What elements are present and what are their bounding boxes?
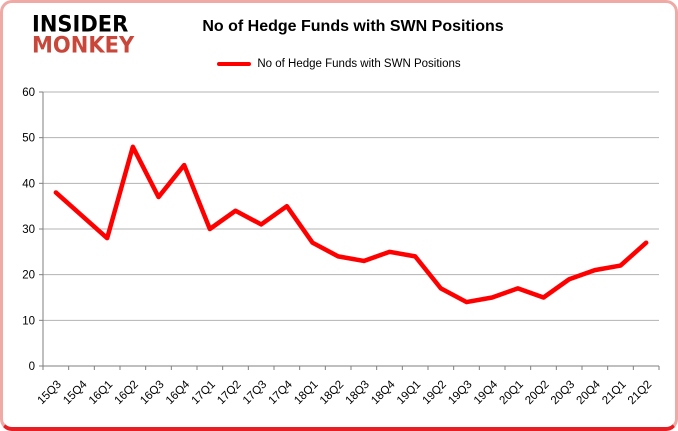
series-line <box>53 144 649 305</box>
x-tick-label: 15Q3 <box>36 379 64 407</box>
y-tick-label: 60 <box>22 87 35 99</box>
x-tick-label: 19Q4 <box>472 378 501 407</box>
y-tick-label: 40 <box>22 178 35 190</box>
chart-title: No of Hedge Funds with SWN Positions <box>202 18 504 35</box>
x-tick-label: 19Q2 <box>421 379 449 407</box>
x-tick-label: 16Q2 <box>113 379 141 407</box>
chart-canvas: 010203040506015Q315Q416Q116Q216Q316Q417Q… <box>22 87 660 407</box>
x-tick-label: 21Q2 <box>626 379 654 407</box>
x-tick-label: 17Q4 <box>267 378 296 407</box>
insider-monkey-logo: INSIDER MONKEY <box>32 11 135 58</box>
x-tick-label: 20Q2 <box>523 379 551 407</box>
x-tick-label: 18Q1 <box>292 379 320 407</box>
x-tick-label: 17Q1 <box>190 379 218 407</box>
logo-insider-text: INSIDER <box>32 11 129 37</box>
x-tick-label: 19Q1 <box>395 379 423 407</box>
y-tick-label: 0 <box>29 361 35 373</box>
y-tick-label: 50 <box>22 133 35 145</box>
x-tick-label: 18Q4 <box>369 378 398 407</box>
legend-series-label: No of Hedge Funds with SWN Positions <box>257 58 461 70</box>
x-tick-label: 20Q3 <box>549 379 577 407</box>
chart-legend: No of Hedge Funds with SWN Positions <box>3 58 675 70</box>
legend-line-marker <box>217 62 252 66</box>
x-tick-label: 16Q1 <box>87 379 115 407</box>
x-tick-label: 17Q3 <box>241 379 269 407</box>
x-tick-label: 16Q4 <box>164 378 193 407</box>
x-tick-label: 16Q3 <box>138 379 166 407</box>
y-tick-label: 10 <box>22 315 35 327</box>
x-tick-label: 15Q4 <box>61 378 90 407</box>
y-tick-label: 20 <box>22 270 35 282</box>
x-tick-label: 18Q3 <box>344 379 372 407</box>
x-tick-label: 20Q1 <box>498 379 526 407</box>
x-tick-label: 20Q4 <box>575 378 604 407</box>
logo-monkey-text: MONKEY <box>32 32 135 58</box>
y-tick-label: 30 <box>22 224 35 236</box>
x-tick-label: 17Q2 <box>215 379 243 407</box>
x-tick-label: 19Q3 <box>446 379 474 407</box>
x-tick-label: 18Q2 <box>318 379 346 407</box>
x-tick-label: 21Q1 <box>600 379 628 407</box>
